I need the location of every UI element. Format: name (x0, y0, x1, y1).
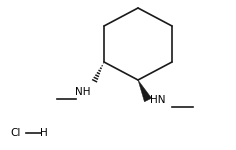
Text: Cl: Cl (11, 128, 21, 138)
Text: HN: HN (150, 95, 166, 105)
Text: NH: NH (75, 87, 91, 97)
Text: H: H (40, 128, 48, 138)
Polygon shape (138, 80, 152, 102)
